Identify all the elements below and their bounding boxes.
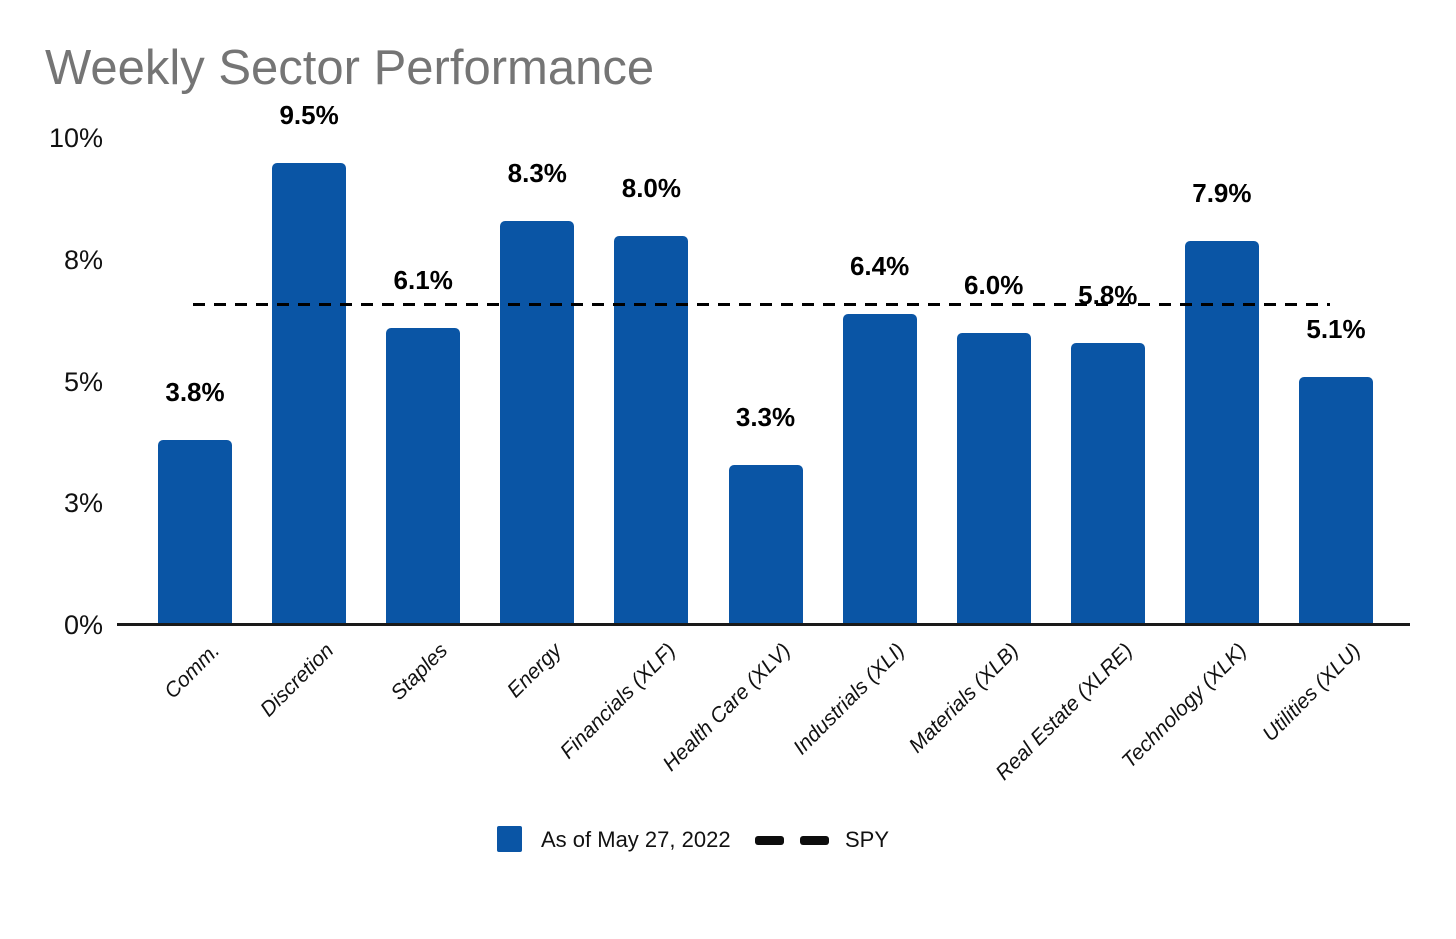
bar-materials-xlb — [956, 333, 1031, 626]
legend-series-label: As of May 27, 2022 — [541, 827, 731, 852]
bar-staples — [386, 328, 461, 626]
y-tick-label-5pct: 5% — [63, 366, 103, 397]
legend-dash-icon — [755, 836, 784, 845]
value-label-utilities-xlu: 5.1% — [1306, 314, 1366, 345]
y-tick-label-0pct: 0% — [63, 610, 103, 640]
value-label-financials-xlf: 8.0% — [621, 172, 682, 203]
legend-series-swatch — [497, 826, 522, 852]
value-label-industrials-xli: 6.4% — [849, 250, 910, 281]
y-tick-label-10pct: 10% — [48, 123, 103, 153]
value-label-energy: 8.3% — [507, 158, 567, 189]
value-label-comm: 3.8% — [165, 377, 225, 408]
legend-spy-label: SPY — [845, 827, 890, 852]
value-label-materials-xlb: 6.0% — [964, 270, 1024, 301]
value-label-real-estate-xlre: 5.8% — [1078, 280, 1138, 311]
legend: As of May 27, 2022 SPY — [497, 826, 890, 852]
value-label-technology-xlk: 7.9% — [1192, 177, 1252, 208]
chart-title: Weekly Sector Performance — [45, 41, 655, 95]
bar-real-estate-xlre — [1070, 343, 1145, 626]
bar-discretion — [272, 162, 347, 626]
x-axis-line — [117, 623, 1410, 626]
bar-financials-xlf — [614, 235, 689, 626]
plot-area: 0% 3% 5% 8% 10% 3.8% 9.5% 6.1% 8.3% 8.0% 3.3% 6.4%… — [48, 99, 1410, 785]
value-label-staples: 6.1% — [393, 265, 453, 296]
y-tick-label-8pct: 8% — [63, 244, 103, 275]
bar-utilities-xlu — [1299, 377, 1373, 626]
spy-reference-dashed-line — [193, 302, 1330, 306]
bar-health-care-xlv — [728, 464, 803, 626]
value-label-health-care-xlv: 3.3% — [735, 401, 796, 432]
bar-industrials-xli — [842, 313, 917, 626]
value-label-discretion: 9.5% — [279, 99, 339, 130]
y-tick-label-3pct: 3% — [63, 488, 103, 519]
legend-dash-icon — [800, 836, 829, 845]
bar-energy — [500, 221, 575, 626]
bar-comm — [158, 440, 232, 626]
